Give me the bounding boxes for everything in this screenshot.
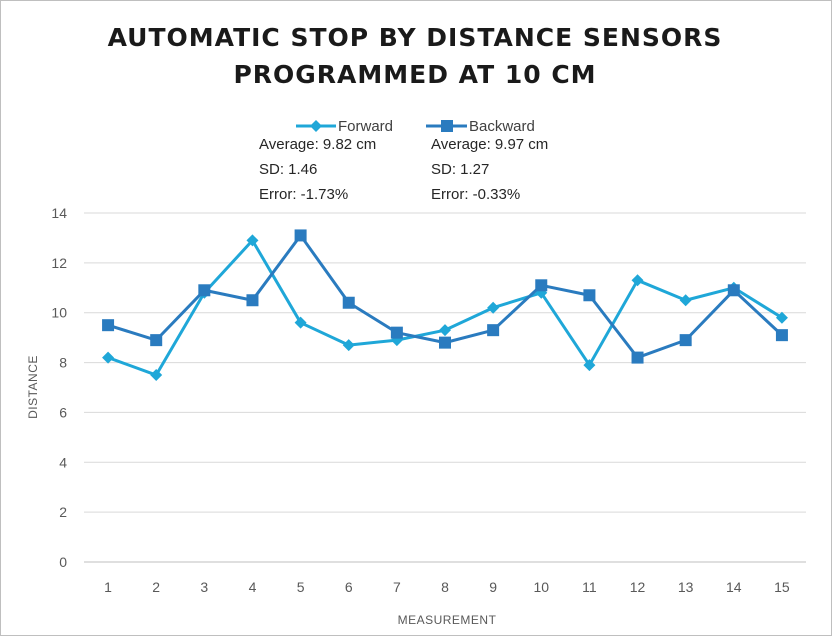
point-forward-1[interactable] — [102, 351, 115, 364]
y-tick-10: 10 — [51, 305, 67, 321]
legend-forward-label: Forward — [338, 118, 393, 135]
x-tick-10: 10 — [533, 579, 549, 595]
point-backward-10[interactable] — [535, 279, 548, 292]
stats-backward: Average: 9.97 cm SD: 1.27 Error: -0.33% — [431, 136, 548, 203]
point-forward-9[interactable] — [487, 301, 500, 314]
point-forward-5[interactable] — [294, 316, 307, 329]
x-tick-12: 12 — [630, 579, 646, 595]
forward-error: Error: -1.73% — [259, 186, 348, 203]
y-axis-label: DISTANCE — [26, 355, 40, 419]
y-tick-0: 0 — [59, 554, 67, 570]
point-backward-3[interactable] — [198, 284, 211, 297]
point-forward-8[interactable] — [439, 324, 451, 337]
y-tick-14: 14 — [51, 205, 67, 221]
y-tick-4: 4 — [59, 454, 67, 470]
backward-average: Average: 9.97 cm — [431, 136, 548, 153]
point-forward-11[interactable] — [583, 359, 596, 372]
x-tick-2: 2 — [152, 579, 160, 595]
y-tick-6: 6 — [59, 404, 67, 420]
point-backward-7[interactable] — [390, 326, 403, 339]
legend-forward-marker-icon — [310, 120, 322, 132]
point-forward-12[interactable] — [631, 274, 644, 287]
x-tick-7: 7 — [393, 579, 401, 595]
legend-item-backward[interactable]: Backward — [426, 118, 535, 135]
x-tick-13: 13 — [678, 579, 694, 595]
point-forward-2[interactable] — [150, 369, 163, 382]
point-forward-4[interactable] — [246, 234, 259, 247]
point-forward-6[interactable] — [342, 339, 355, 352]
x-axis-label: MEASUREMENT — [398, 613, 497, 627]
series-backward — [102, 229, 788, 364]
point-backward-9[interactable] — [487, 324, 500, 337]
forward-average: Average: 9.82 cm — [259, 136, 376, 153]
point-backward-15[interactable] — [775, 329, 788, 342]
y-tick-labels: 0 2 4 6 8 10 12 14 — [51, 205, 67, 570]
series-forward — [102, 234, 788, 382]
stats-forward: Average: 9.82 cm SD: 1.46 Error: -1.73% — [259, 136, 376, 203]
x-tick-15: 15 — [774, 579, 790, 595]
point-forward-15[interactable] — [775, 311, 788, 324]
chart-title-line-2: PROGRAMMED AT 10 CM — [233, 60, 596, 89]
point-backward-4[interactable] — [246, 294, 259, 307]
point-backward-2[interactable] — [150, 334, 163, 347]
series-line-forward — [107, 238, 783, 377]
y-tick-12: 12 — [51, 255, 67, 271]
y-tick-8: 8 — [59, 355, 67, 371]
x-tick-14: 14 — [726, 579, 742, 595]
x-tick-6: 6 — [345, 579, 353, 595]
backward-error: Error: -0.33% — [431, 186, 520, 203]
x-tick-9: 9 — [489, 579, 497, 595]
point-backward-6[interactable] — [342, 296, 355, 309]
x-tick-5: 5 — [297, 579, 305, 595]
point-backward-8[interactable] — [439, 336, 451, 349]
point-forward-13[interactable] — [679, 294, 692, 307]
series-group — [102, 229, 788, 382]
point-backward-5[interactable] — [294, 229, 307, 242]
point-backward-1[interactable] — [102, 319, 115, 332]
point-backward-13[interactable] — [679, 334, 692, 347]
x-tick-4: 4 — [249, 579, 257, 595]
forward-sd: SD: 1.46 — [259, 161, 317, 178]
legend-backward-marker-icon — [441, 120, 453, 132]
y-tick-2: 2 — [59, 504, 67, 520]
x-tick-labels: 1 2 3 4 5 6 7 8 9 10 11 12 13 14 15 — [104, 579, 790, 595]
legend-item-forward[interactable]: Forward — [296, 118, 393, 135]
point-backward-11[interactable] — [583, 289, 596, 302]
point-backward-12[interactable] — [631, 351, 644, 364]
x-tick-11: 11 — [582, 579, 597, 595]
x-tick-1: 1 — [104, 579, 112, 595]
chart-title-line-1: AUTOMATIC STOP BY DISTANCE SENSORS — [108, 23, 723, 52]
gridlines — [84, 212, 806, 563]
legend-backward-label: Backward — [469, 118, 535, 135]
point-backward-14[interactable] — [727, 284, 740, 297]
legend: Forward Backward — [296, 118, 535, 135]
x-tick-8: 8 — [441, 579, 449, 595]
x-tick-3: 3 — [200, 579, 208, 595]
backward-sd: SD: 1.27 — [431, 161, 489, 178]
